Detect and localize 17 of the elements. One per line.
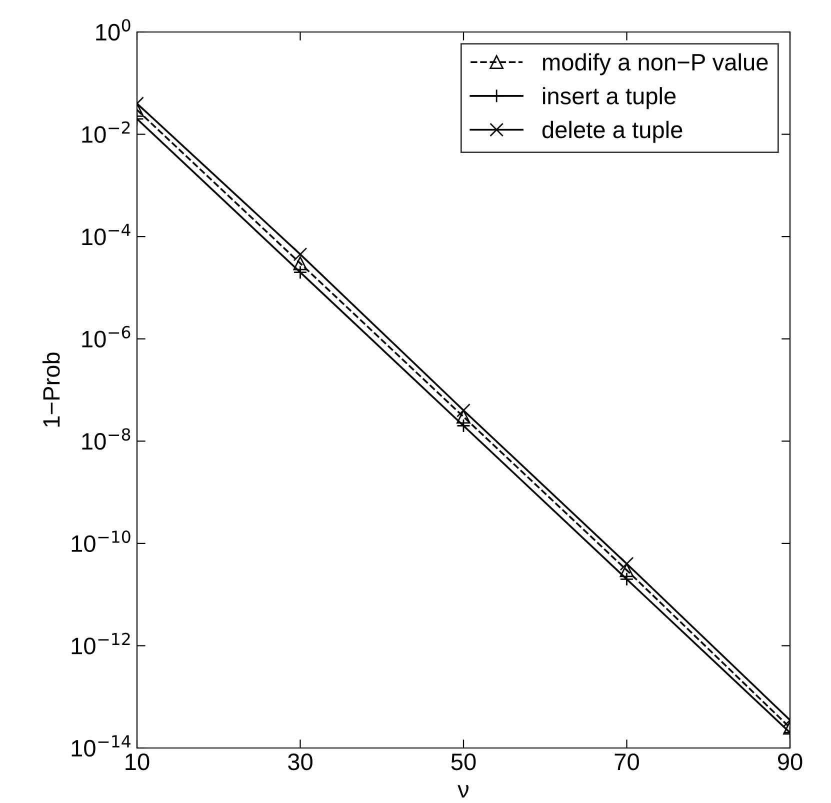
x-tick-label: 70 (614, 753, 639, 770)
x-axis-title: ν (458, 785, 469, 798)
x-tick-label: 90 (778, 753, 802, 770)
y-tick-label: 10$^{−4}$ (82, 224, 130, 246)
y-tick-label: 10$^{−8}$ (82, 428, 130, 450)
y-tick-label: 10$^{−6}$ (82, 326, 130, 348)
y-tick-label: 10$^{0}$ (96, 19, 130, 41)
y-axis-title: 1−Prob (42, 352, 60, 427)
x-tick-label: 30 (288, 753, 312, 770)
y-tick-label: 10$^{−10}$ (72, 530, 130, 552)
legend-label: delete a tuple (542, 120, 682, 143)
x-tick-label: 50 (451, 753, 476, 770)
legend-label: insert a tuple (543, 87, 676, 110)
y-tick-label: 10$^{−12}$ (72, 632, 130, 654)
x-tick-label: 10 (126, 753, 150, 770)
legend-label: modify a non−P value (543, 53, 768, 76)
y-tick-label: 10$^{−2}$ (82, 121, 130, 143)
